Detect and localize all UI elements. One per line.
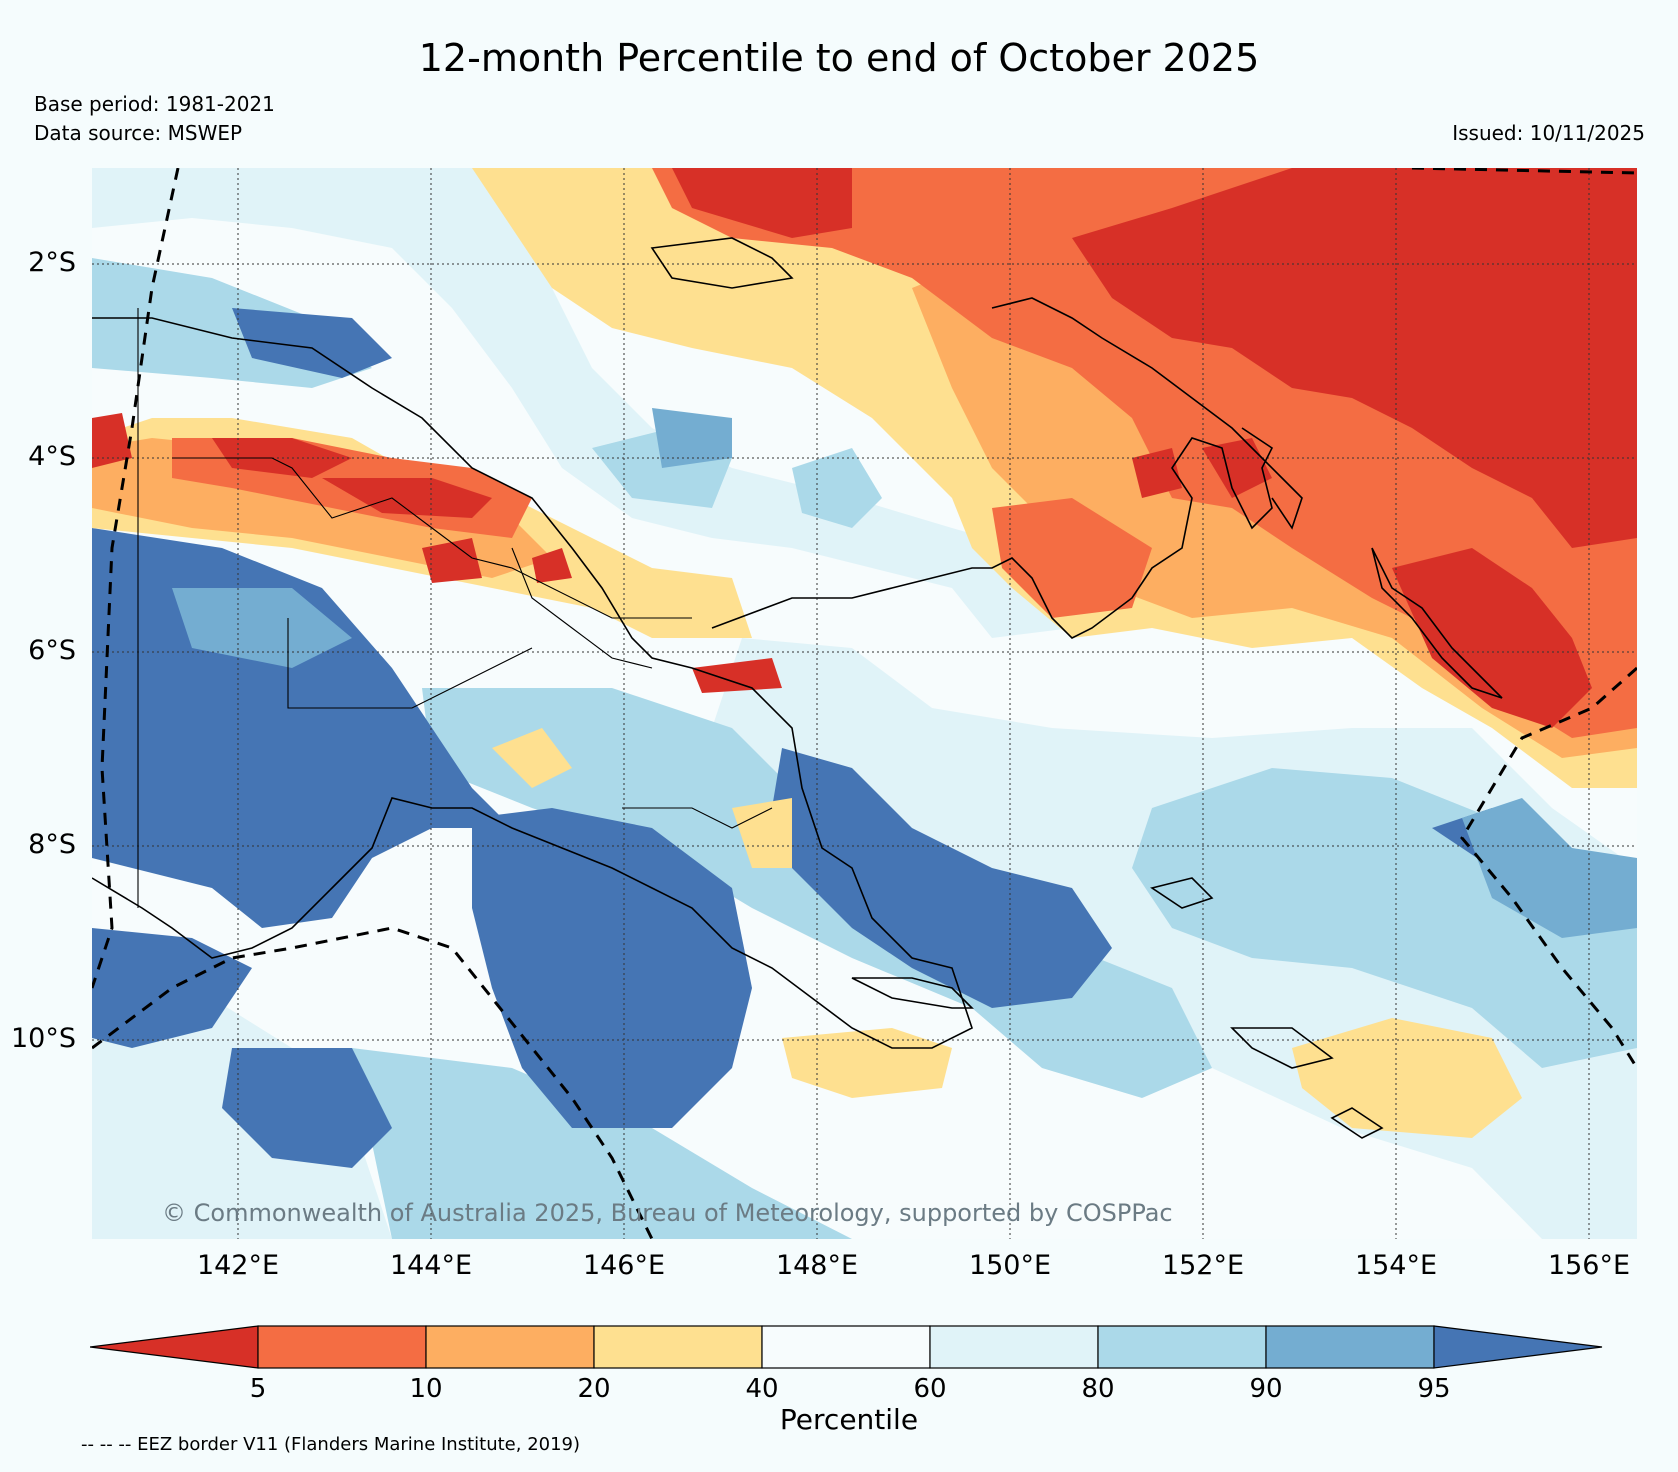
zone-90-95: [172, 408, 1637, 938]
lon-tick-148e: 148°E: [775, 1250, 859, 1281]
colorbar: [89, 1322, 1610, 1376]
base-period-text: Base period: 1981-2021: [34, 92, 275, 116]
colorbar-tick-label: 80: [1081, 1374, 1115, 1404]
colorbar-segment: [929, 1325, 1099, 1369]
lon-tick-144e: 144°E: [389, 1250, 473, 1281]
eez-footnote: -- -- -- EEZ border V11 (Flanders Marine…: [81, 1434, 581, 1455]
colorbar-tick-label: 5: [249, 1374, 267, 1404]
province-borders: [137, 308, 773, 908]
lon-tick-150e: 150°E: [968, 1250, 1052, 1281]
lon-tick-142e: 142°E: [196, 1250, 280, 1281]
colorbar-extend-low: [89, 1325, 259, 1369]
colorbar-tick-label: 10: [409, 1374, 443, 1404]
lon-tick-152e: 152°E: [1161, 1250, 1245, 1281]
colorbar-segment: [593, 1325, 763, 1369]
lat-tick-8s: 8°S: [28, 829, 76, 860]
lon-tick-156e: 156°E: [1547, 1250, 1631, 1281]
colorbar-tick-label: 90: [1249, 1374, 1283, 1404]
lon-tick-154e: 154°E: [1354, 1250, 1438, 1281]
colorbar-tick-label: 95: [1417, 1374, 1451, 1404]
lat-tick-10s: 10°S: [11, 1023, 76, 1054]
data-source-text: Data source: MSWEP: [34, 121, 243, 145]
colorbar-tick-label: 60: [913, 1374, 947, 1404]
colorbar-segment: [1097, 1325, 1267, 1369]
gridlines: [92, 168, 1637, 1239]
colorbar-segment: [425, 1325, 595, 1369]
copyright-text: © Commonwealth of Australia 2025, Bureau…: [162, 1199, 1173, 1227]
colorbar-extend-high: [1433, 1325, 1603, 1369]
percentile-map: © Commonwealth of Australia 2025, Bureau…: [92, 168, 1637, 1239]
colorbar-tick-label: 20: [577, 1374, 611, 1404]
coastlines: [92, 237, 1503, 1139]
colorbar-tick-label: 40: [745, 1374, 779, 1404]
colorbar-title: Percentile: [779, 1403, 919, 1436]
issued-date-text: Issued: 10/11/2025: [1452, 121, 1645, 145]
colorbar-segment: [761, 1325, 931, 1369]
colorbar-segment: [257, 1325, 427, 1369]
lat-tick-2s: 2°S: [28, 247, 76, 278]
lat-tick-6s: 6°S: [28, 635, 76, 666]
zone-below-5: [92, 168, 1637, 728]
eez-borders: [92, 168, 1637, 1239]
chart-title: 12-month Percentile to end of October 20…: [418, 36, 1260, 80]
colorbar-segment: [1265, 1325, 1435, 1369]
lon-tick-146e: 146°E: [582, 1250, 666, 1281]
lat-tick-4s: 4°S: [28, 441, 76, 472]
